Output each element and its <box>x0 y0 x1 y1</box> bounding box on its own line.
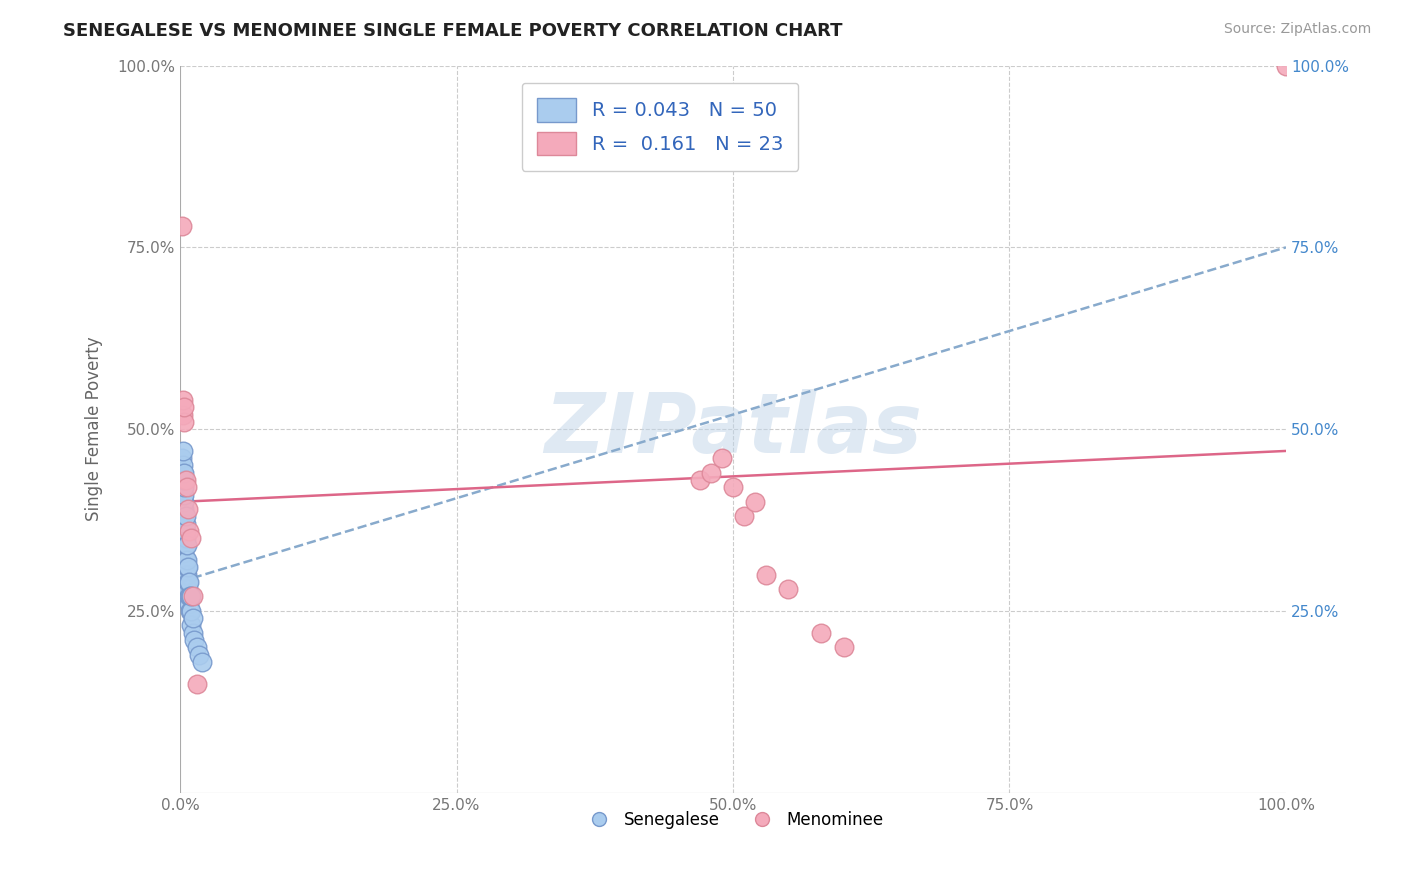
Point <box>172 444 194 458</box>
Point <box>176 560 198 574</box>
Point <box>177 582 200 596</box>
Text: Source: ZipAtlas.com: Source: ZipAtlas.com <box>1223 22 1371 37</box>
Point <box>183 632 205 647</box>
Point <box>174 553 197 567</box>
Point <box>181 625 204 640</box>
Point <box>176 582 198 596</box>
Point <box>176 567 198 582</box>
Point <box>173 473 195 487</box>
Point <box>180 531 202 545</box>
Point <box>721 480 744 494</box>
Point <box>733 509 755 524</box>
Point <box>177 524 200 538</box>
Text: ZIPatlas: ZIPatlas <box>544 389 922 469</box>
Point <box>173 480 195 494</box>
Point <box>172 473 194 487</box>
Point <box>177 574 200 589</box>
Point <box>172 466 194 480</box>
Point <box>172 495 194 509</box>
Point <box>177 590 200 604</box>
Point <box>176 553 198 567</box>
Y-axis label: Single Female Poverty: Single Female Poverty <box>86 337 103 522</box>
Point <box>172 392 194 407</box>
Point <box>173 487 195 501</box>
Point <box>1275 59 1298 73</box>
Point <box>186 640 208 655</box>
Point <box>755 567 778 582</box>
Point <box>177 597 200 611</box>
Point <box>176 480 198 494</box>
Point <box>700 466 723 480</box>
Point <box>174 567 197 582</box>
Point <box>172 509 194 524</box>
Point <box>180 618 202 632</box>
Point <box>172 458 194 473</box>
Point <box>172 219 194 233</box>
Point <box>173 495 195 509</box>
Point <box>187 648 209 662</box>
Legend: Senegalese, Menominee: Senegalese, Menominee <box>575 804 890 835</box>
Point <box>172 466 194 480</box>
Point <box>810 625 832 640</box>
Point <box>177 590 200 604</box>
Point <box>174 531 197 545</box>
Point <box>778 582 800 596</box>
Point <box>173 546 195 560</box>
Point <box>174 509 197 524</box>
Point <box>174 538 197 552</box>
Point <box>832 640 855 655</box>
Point <box>173 509 195 524</box>
Point <box>177 574 200 589</box>
Point <box>181 611 204 625</box>
Point <box>173 466 195 480</box>
Point <box>172 408 194 422</box>
Point <box>710 451 733 466</box>
Point <box>179 604 201 618</box>
Point <box>172 487 194 501</box>
Point <box>180 604 202 618</box>
Point <box>174 473 197 487</box>
Point <box>173 516 195 531</box>
Point <box>689 473 711 487</box>
Point <box>177 560 200 574</box>
Point <box>180 590 202 604</box>
Point <box>186 676 208 690</box>
Point <box>173 415 195 429</box>
Point <box>173 401 195 415</box>
Text: SENEGALESE VS MENOMINEE SINGLE FEMALE POVERTY CORRELATION CHART: SENEGALESE VS MENOMINEE SINGLE FEMALE PO… <box>63 22 842 40</box>
Point <box>744 495 766 509</box>
Point <box>191 655 214 669</box>
Point <box>181 590 204 604</box>
Point <box>176 538 198 552</box>
Point <box>177 502 200 516</box>
Point <box>172 451 194 466</box>
Point <box>179 590 201 604</box>
Point <box>174 524 197 538</box>
Point <box>173 531 195 545</box>
Point <box>172 480 194 494</box>
Point <box>173 502 195 516</box>
Point <box>174 516 197 531</box>
